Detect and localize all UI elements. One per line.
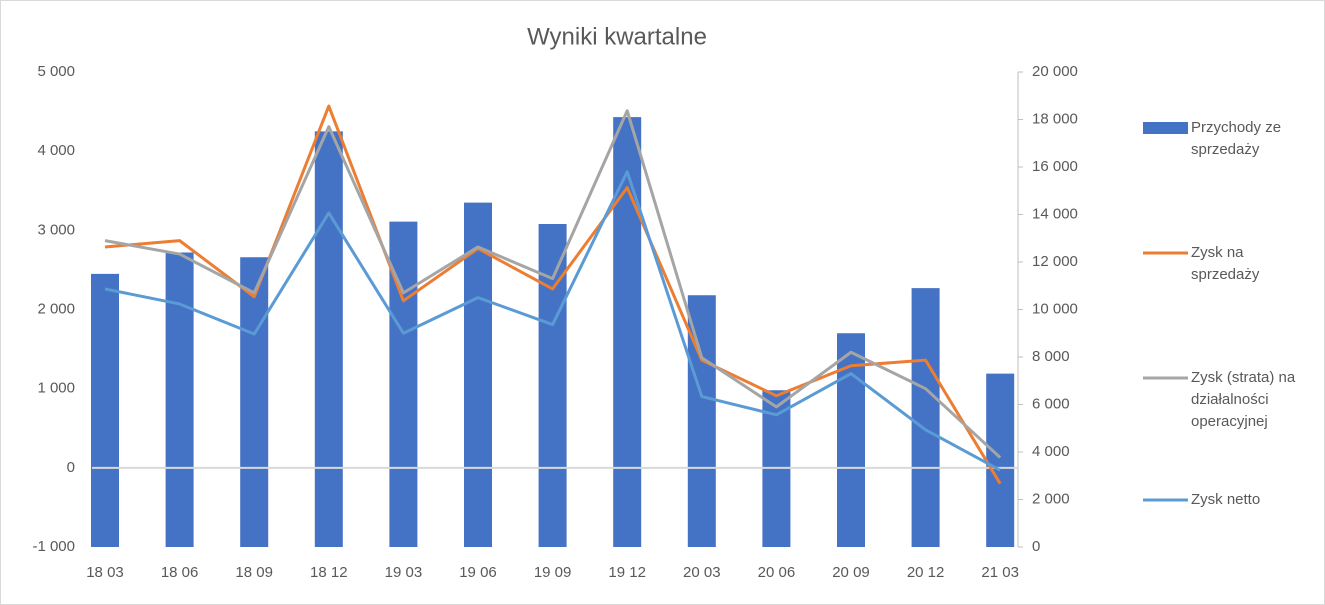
x-tick-label: 19 03 bbox=[385, 564, 423, 581]
bar bbox=[314, 131, 343, 547]
legend-label: Zysk na sprzedaży bbox=[1191, 244, 1260, 283]
x-tick-label: 20 12 bbox=[907, 564, 945, 581]
chart-title: Wyniki kwartalne bbox=[527, 23, 707, 50]
y-tick-label: 0 bbox=[67, 459, 75, 476]
x-tick-label: 19 12 bbox=[608, 564, 646, 581]
y2-tick-label: 14 000 bbox=[1032, 205, 1078, 222]
y2-tick-label: 20 000 bbox=[1032, 63, 1078, 80]
x-tick-label: 20 03 bbox=[683, 564, 721, 581]
y-tick-label: 5 000 bbox=[37, 63, 75, 80]
bar bbox=[538, 224, 567, 547]
line bbox=[104, 109, 1002, 459]
y2-tick-label: 18 000 bbox=[1032, 110, 1078, 127]
legend-label: Zysk netto bbox=[1191, 491, 1261, 508]
y2-tick-label: 0 bbox=[1032, 538, 1040, 555]
x-tick-label: 18 09 bbox=[235, 564, 273, 581]
bar bbox=[165, 252, 194, 547]
x-tick-label: 18 06 bbox=[161, 564, 199, 581]
y-tick-label: 4 000 bbox=[37, 142, 75, 159]
x-tick-label: 19 09 bbox=[534, 564, 572, 581]
bar bbox=[240, 257, 269, 547]
x-tick-label: 19 06 bbox=[459, 564, 497, 581]
x-tick-label: 18 12 bbox=[310, 564, 348, 581]
y-tick-label: -1 000 bbox=[32, 538, 75, 555]
bar bbox=[91, 273, 119, 547]
x-tick-label: 18 03 bbox=[86, 564, 124, 581]
x-tick-label: 20 09 bbox=[832, 564, 870, 581]
x-tick-label: 21 03 bbox=[981, 564, 1019, 581]
bar bbox=[464, 202, 492, 547]
x-tick-label: 20 06 bbox=[758, 564, 796, 581]
y2-tick-label: 2 000 bbox=[1032, 490, 1070, 507]
y2-tick-label: 8 000 bbox=[1032, 348, 1070, 365]
y-tick-label: 3 000 bbox=[37, 221, 75, 238]
line bbox=[104, 104, 1002, 485]
y2-tick-label: 12 000 bbox=[1032, 253, 1078, 270]
legend-swatch bbox=[1143, 122, 1188, 134]
y-tick-label: 1 000 bbox=[37, 380, 75, 397]
legend-label: Przychody ze sprzedaży bbox=[1191, 119, 1282, 158]
y2-tick-label: 10 000 bbox=[1032, 300, 1078, 317]
bar bbox=[911, 288, 940, 547]
y2-tick-label: 4 000 bbox=[1032, 443, 1070, 460]
bar bbox=[687, 295, 716, 547]
legend-label: Zysk (strata) na działalności operacyjne… bbox=[1191, 369, 1296, 430]
y-tick-label: 2 000 bbox=[37, 300, 75, 317]
y2-tick-label: 16 000 bbox=[1032, 158, 1078, 175]
bar bbox=[613, 117, 642, 547]
bar bbox=[986, 373, 1015, 547]
line bbox=[104, 170, 1001, 472]
y2-tick-label: 6 000 bbox=[1032, 395, 1070, 412]
